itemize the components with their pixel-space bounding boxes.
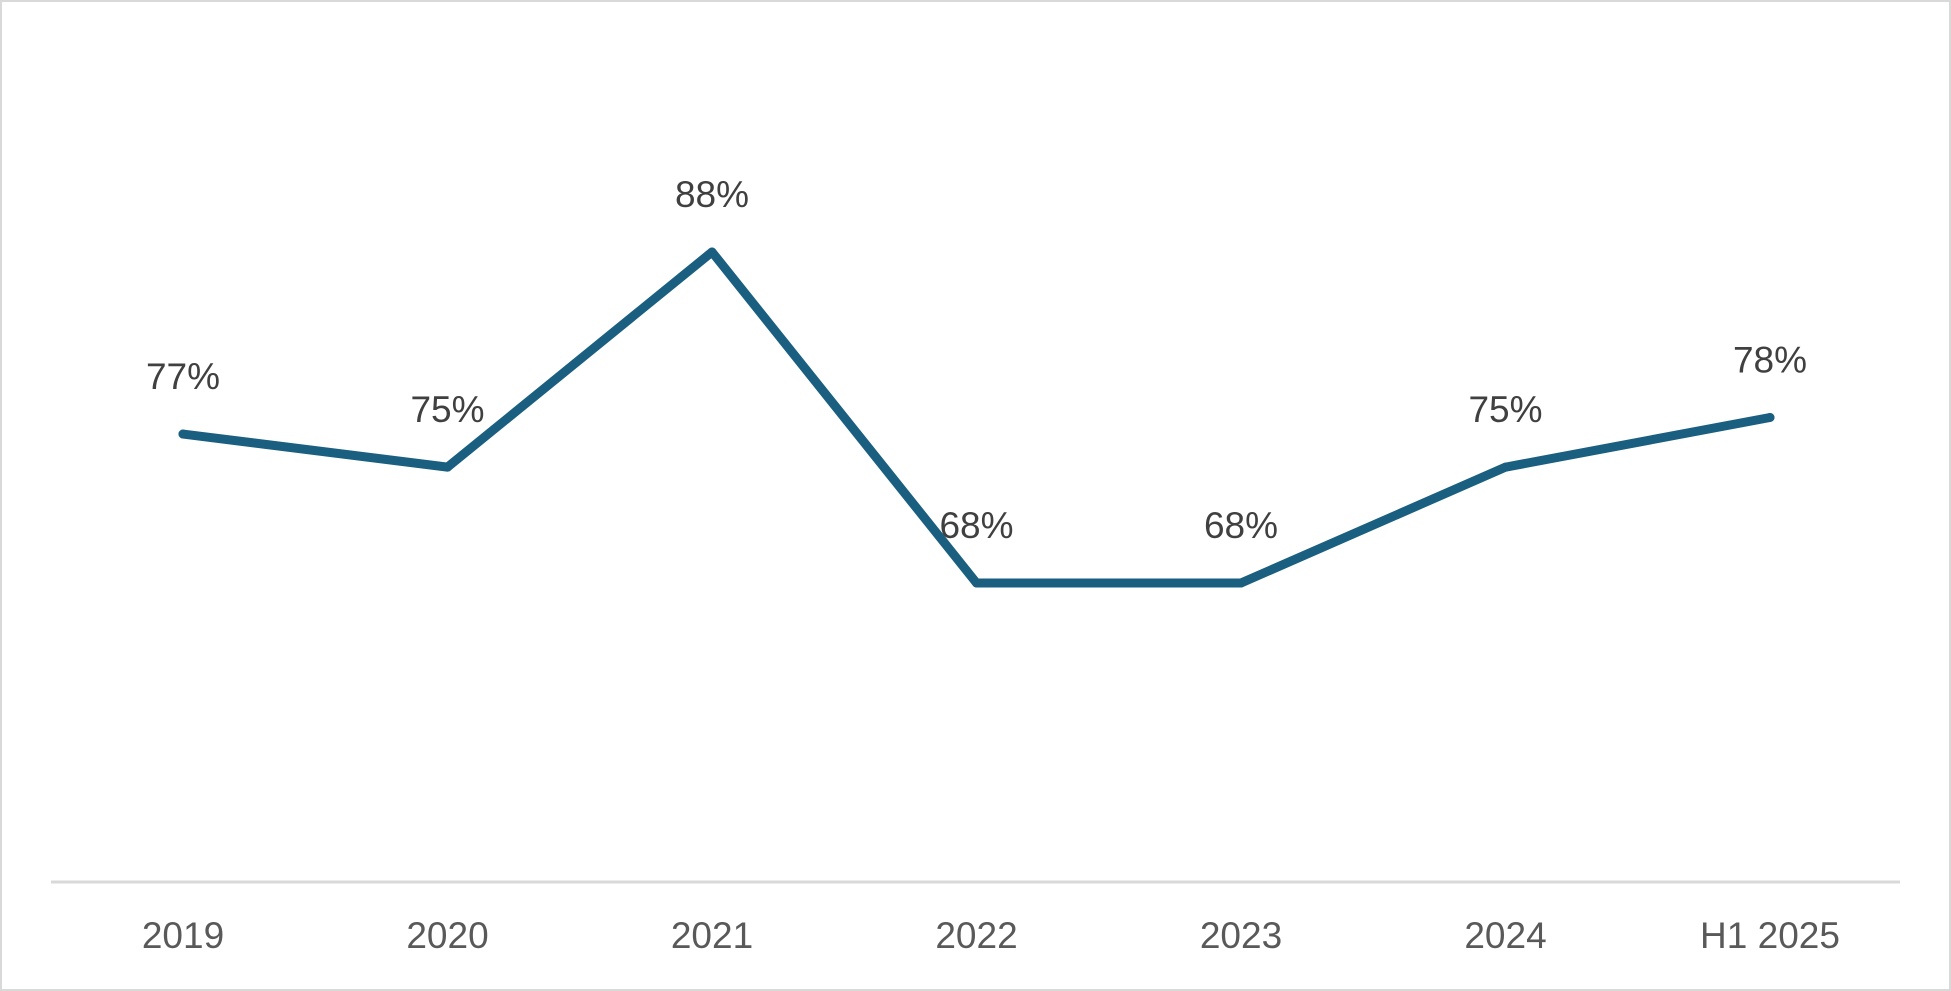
data-point-4 [972,578,981,588]
data-point-3 [707,247,717,257]
data-point-2 [443,462,452,472]
x-tick-label-1: 2019 [142,915,224,956]
x-axis-tick-labels: 2019 2020 2021 2022 2023 2024 H1 2025 [142,915,1840,956]
data-label-5: 68% [1204,505,1278,546]
x-tick-label-3: 2021 [671,915,753,956]
data-point-1 [178,429,188,439]
series-group [178,247,1775,588]
data-point-7 [1765,413,1775,422]
x-tick-label-2: 2020 [406,915,488,956]
data-label-7: 78% [1733,340,1807,381]
x-tick-label-4: 2022 [935,915,1017,956]
data-label-1: 77% [146,356,220,397]
data-label-4: 68% [939,505,1013,546]
data-point-6 [1501,462,1510,472]
data-labels-group: 77% 75% 88% 68% 68% 75% 78% [146,174,1807,546]
data-label-6: 75% [1468,389,1542,430]
x-tick-label-6: 2024 [1464,915,1546,956]
x-tick-label-7: H1 2025 [1700,915,1840,956]
data-point-5 [1236,578,1246,588]
data-label-2: 75% [410,389,484,430]
x-tick-label-5: 2023 [1200,915,1282,956]
data-label-3: 88% [675,174,749,215]
